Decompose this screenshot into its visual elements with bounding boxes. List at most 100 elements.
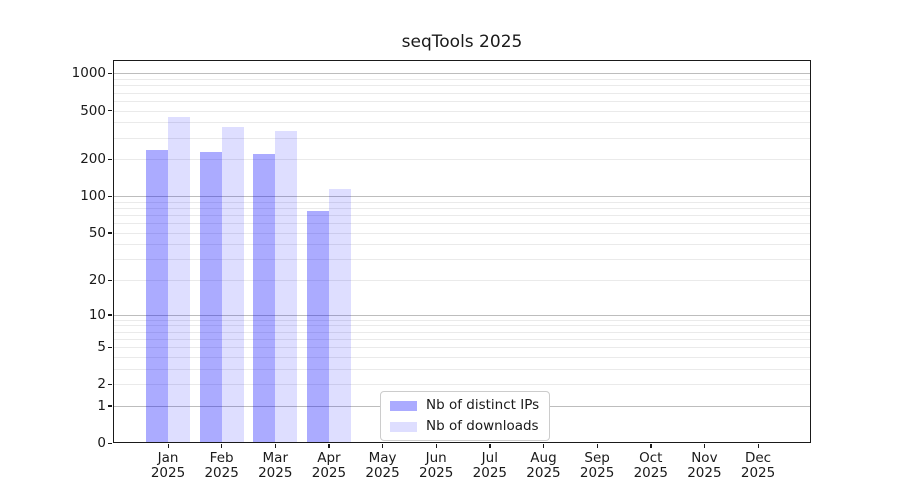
y-tick-label: 200 [80,151,106,168]
x-tick-month: Sep [584,450,610,466]
major-gridline [113,314,811,316]
major-gridline [113,73,811,75]
minor-gridline [113,215,811,217]
minor-gridline [113,79,811,81]
minor-gridline [113,92,811,94]
minor-gridline [113,338,811,340]
y-tick-mark [108,346,112,348]
y-tick-label: 10 [88,306,106,323]
y-tick-label: 50 [88,224,106,241]
x-tick-mark [703,444,706,448]
minor-gridline [113,280,811,282]
x-tick-year: 2025 [687,465,722,481]
bar-nb-of-distinct-ips-mar [253,154,276,443]
x-tick-year: 2025 [365,465,400,481]
legend-label-distinct-ips: Nb of distinct IPs [426,397,540,413]
legend-swatch-downloads-icon [390,421,417,432]
minor-gridline [113,159,811,161]
y-tick-mark [108,232,112,234]
y-tick-label: 500 [80,102,106,119]
plot-area [108,60,811,448]
x-tick-mark [221,444,223,448]
x-tick-month: Dec [744,450,772,466]
x-tick-mark [650,444,652,448]
minor-gridline [113,347,811,349]
legend-swatch-distinct-ips-icon [390,400,417,411]
x-tick-mark [274,444,277,448]
y-tick-label: 100 [80,188,106,205]
x-tick-month: Mar [262,450,289,466]
x-tick-label: Oct 2025 [634,451,668,481]
x-tick-month: Feb [209,450,234,466]
x-tick-mark [435,444,437,448]
y-tick-mark [108,383,112,386]
legend-item-distinct-ips: Nb of distinct IPs [390,397,539,414]
y-tick-mark [108,442,112,444]
y-tick-mark [108,72,112,75]
x-tick-mark [382,444,384,448]
x-tick-mark [596,444,598,448]
x-tick-month: Jan [157,450,179,466]
x-tick-year: 2025 [740,465,776,481]
y-tick-label: 5 [97,339,106,356]
x-tick-year: 2025 [579,465,615,481]
x-tick-label: Jan 2025 [151,451,185,481]
minor-gridline [113,232,811,234]
y-tick-label: 1000 [71,65,106,82]
x-tick-mark [542,444,545,448]
x-tick-label: Aug 2025 [526,451,560,481]
x-tick-month: Jul [481,450,498,466]
minor-gridline [113,85,811,87]
minor-gridline [113,319,811,321]
x-tick-label: Sep 2025 [580,451,614,481]
x-tick-month: Oct [639,450,663,466]
chart-title: seqTools 2025 [401,32,523,52]
legend-label-downloads: Nb of downloads [426,418,539,434]
legend: Nb of distinct IPs Nb of downloads [380,391,551,441]
minor-gridline [113,331,811,333]
y-tick-label: 0 [97,435,106,451]
x-tick-year: 2025 [311,465,347,481]
minor-gridline [113,110,811,112]
bar-nb-of-downloads-apr [328,188,351,443]
x-tick-month: Aug [530,450,557,466]
x-tick-label: Dec 2025 [741,451,775,481]
minor-gridline [113,244,811,246]
minor-gridline [113,384,811,386]
y-tick-label: 2 [97,376,106,393]
y-tick-label: 1 [97,397,106,414]
y-tick-mark [108,314,112,316]
x-tick-label: Apr 2025 [312,451,346,481]
minor-gridline [113,100,811,102]
x-tick-year: 2025 [633,465,668,481]
x-tick-mark [328,444,330,448]
x-tick-year: 2025 [419,465,454,481]
bar-nb-of-downloads-mar [275,131,298,443]
y-tick-mark [108,110,112,112]
x-tick-label: Jul 2025 [473,451,507,481]
major-gridline [113,196,811,198]
minor-gridline [113,356,811,358]
x-tick-label: Nov 2025 [687,451,721,481]
minor-gridline [113,207,811,209]
minor-gridline [113,122,811,124]
x-tick-label: May 2025 [365,451,399,481]
y-tick-mark [108,405,112,407]
x-tick-month: Apr [317,450,341,466]
minor-gridline [113,223,811,225]
minor-gridline [113,368,811,370]
y-tick-mark [108,279,112,281]
x-tick-mark [489,444,491,448]
x-tick-label: Mar 2025 [258,451,292,481]
bar-nb-of-downloads-feb [221,126,244,443]
x-tick-month: Nov [691,450,718,466]
bar-nb-of-distinct-ips-jan [146,149,168,443]
bar-nb-of-downloads-jan [168,117,190,443]
minor-gridline [113,259,811,261]
x-tick-year: 2025 [150,465,186,481]
x-tick-year: 2025 [526,465,561,481]
bar-nb-of-distinct-ips-feb [199,151,222,443]
bar-nb-of-distinct-ips-apr [306,211,329,443]
legend-item-downloads: Nb of downloads [390,418,539,435]
